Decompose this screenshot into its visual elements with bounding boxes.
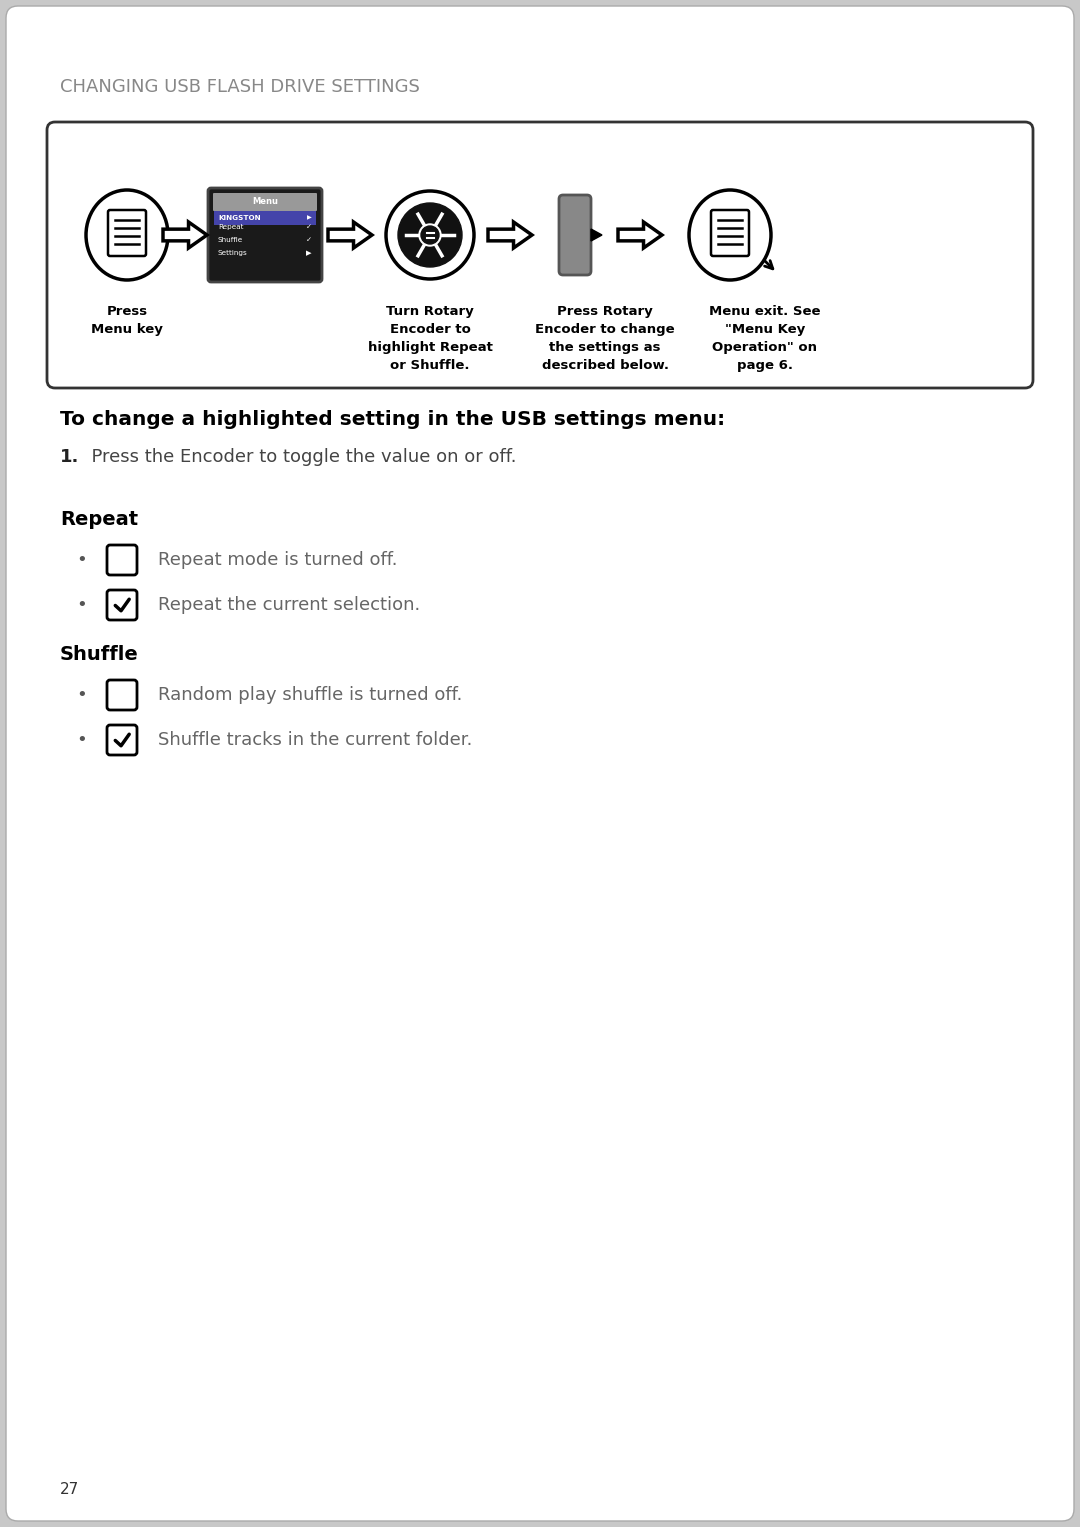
FancyArrow shape xyxy=(488,221,532,247)
Text: ▶: ▶ xyxy=(307,215,312,220)
Text: •: • xyxy=(77,551,87,570)
Ellipse shape xyxy=(86,189,168,279)
FancyArrow shape xyxy=(618,221,662,247)
FancyBboxPatch shape xyxy=(107,589,137,620)
Ellipse shape xyxy=(689,189,771,279)
FancyBboxPatch shape xyxy=(48,122,1032,388)
FancyArrow shape xyxy=(163,221,207,247)
Text: Repeat: Repeat xyxy=(60,510,138,528)
FancyBboxPatch shape xyxy=(559,195,591,275)
Text: ▶: ▶ xyxy=(307,250,312,257)
Circle shape xyxy=(421,226,438,244)
Text: Shuffle: Shuffle xyxy=(218,237,243,243)
Circle shape xyxy=(419,224,441,246)
Text: Repeat: Repeat xyxy=(218,224,243,231)
Text: ✓: ✓ xyxy=(306,237,312,243)
Text: Press Rotary
Encoder to change
the settings as
described below.: Press Rotary Encoder to change the setti… xyxy=(536,305,675,373)
FancyBboxPatch shape xyxy=(208,188,322,282)
Circle shape xyxy=(399,203,462,267)
Text: Settings: Settings xyxy=(218,250,247,257)
Text: Repeat the current selection.: Repeat the current selection. xyxy=(158,596,420,614)
FancyBboxPatch shape xyxy=(107,725,137,754)
FancyBboxPatch shape xyxy=(213,192,318,211)
Text: Shuffle: Shuffle xyxy=(60,644,138,664)
FancyBboxPatch shape xyxy=(107,680,137,710)
Text: Press
Menu key: Press Menu key xyxy=(91,305,163,336)
Text: To change a highlighted setting in the USB settings menu:: To change a highlighted setting in the U… xyxy=(60,411,725,429)
Polygon shape xyxy=(591,229,602,241)
Text: Menu exit. See
"Menu Key
Operation" on
page 6.: Menu exit. See "Menu Key Operation" on p… xyxy=(710,305,821,373)
FancyBboxPatch shape xyxy=(711,211,750,257)
Text: Press the Encoder to toggle the value on or off.: Press the Encoder to toggle the value on… xyxy=(80,447,516,466)
Text: KINGSTON: KINGSTON xyxy=(218,215,260,221)
FancyBboxPatch shape xyxy=(108,211,146,257)
Text: 27: 27 xyxy=(60,1483,79,1498)
FancyArrow shape xyxy=(328,221,372,247)
Circle shape xyxy=(386,191,474,279)
Text: 1.: 1. xyxy=(60,447,79,466)
Text: •: • xyxy=(77,731,87,750)
Text: ✓: ✓ xyxy=(306,224,312,231)
Bar xyxy=(214,211,316,224)
Text: Shuffle tracks in the current folder.: Shuffle tracks in the current folder. xyxy=(158,731,472,750)
Text: Random play shuffle is turned off.: Random play shuffle is turned off. xyxy=(158,686,462,704)
Text: •: • xyxy=(77,686,87,704)
FancyBboxPatch shape xyxy=(6,6,1074,1521)
Text: Menu: Menu xyxy=(252,197,278,206)
Text: •: • xyxy=(77,596,87,614)
FancyBboxPatch shape xyxy=(107,545,137,576)
Text: Turn Rotary
Encoder to
highlight Repeat
or Shuffle.: Turn Rotary Encoder to highlight Repeat … xyxy=(367,305,492,373)
Text: Repeat mode is turned off.: Repeat mode is turned off. xyxy=(158,551,397,570)
Text: CHANGING USB FLASH DRIVE SETTINGS: CHANGING USB FLASH DRIVE SETTINGS xyxy=(60,78,420,96)
